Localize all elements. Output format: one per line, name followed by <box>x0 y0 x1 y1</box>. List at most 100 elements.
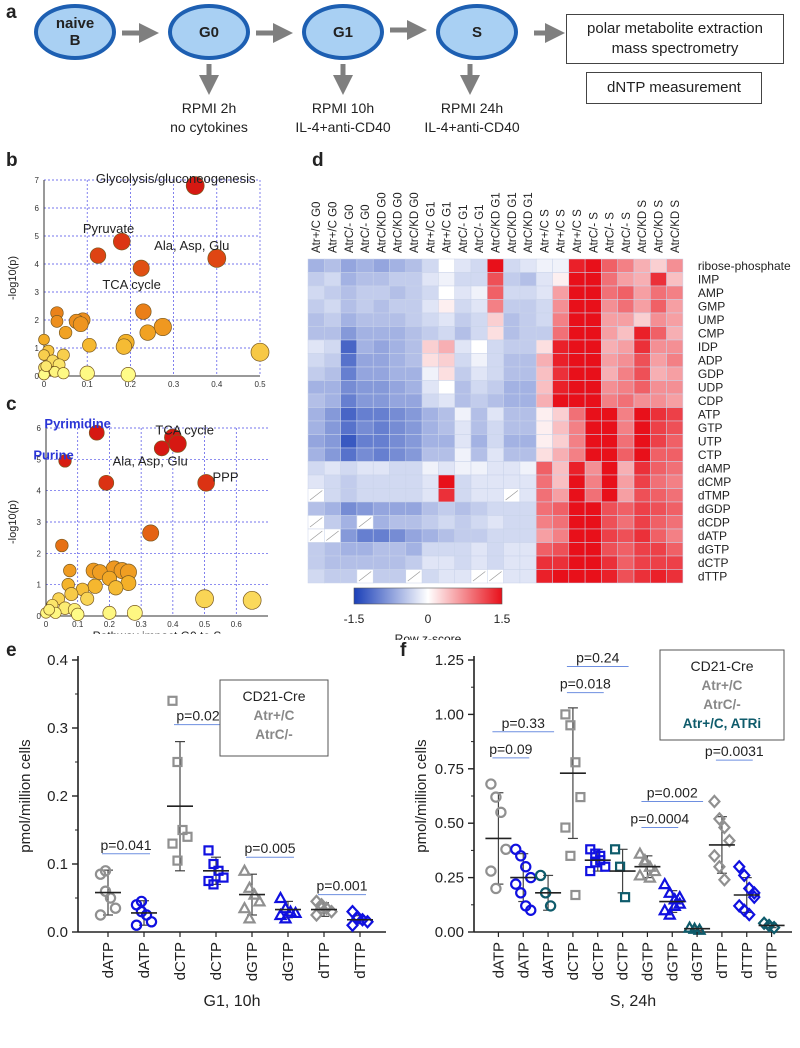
heatmap-cell <box>389 434 407 449</box>
heatmap-column-label: AtrC/KD S <box>670 200 682 253</box>
x-axis-title: Pathway impact G0 to S <box>93 629 222 634</box>
heatmap-cell <box>405 353 423 368</box>
heatmap-cell <box>633 447 651 462</box>
heatmap-cell <box>519 393 537 408</box>
heatmap-cell <box>568 461 586 476</box>
heatmap-cell <box>617 447 635 462</box>
heatmap-cell <box>438 420 455 435</box>
heatmap-cell <box>666 461 684 476</box>
heatmap-cell <box>568 366 586 381</box>
heatmap-cell <box>650 312 667 327</box>
heatmap-cell <box>568 312 586 327</box>
heatmap-cell <box>568 353 586 368</box>
x-tick-label: dCTP <box>208 942 225 980</box>
data-point <box>273 890 288 904</box>
data-point <box>515 887 527 899</box>
panel-letter-b: b <box>6 150 18 171</box>
pathway-point <box>79 365 95 381</box>
data-point <box>570 889 581 901</box>
x-tick-label: dTTP <box>714 942 731 979</box>
heatmap-cell <box>633 434 651 449</box>
heatmap-cell <box>601 285 618 300</box>
heatmap-cell <box>666 474 684 489</box>
heatmap-cell <box>421 258 439 273</box>
heatmap-cell <box>535 285 553 300</box>
data-point <box>648 863 662 877</box>
colorbar-title: Row z-score <box>395 632 462 640</box>
workflow-arrows <box>122 20 565 95</box>
pathway-point <box>43 603 55 616</box>
heatmap-cell <box>535 272 553 287</box>
heatmap-row-label: dTMP <box>698 489 730 503</box>
heatmap-cell <box>552 407 570 422</box>
heatmap-cell <box>372 272 390 287</box>
heatmap-cell <box>503 407 521 422</box>
heatmap-cell <box>601 434 618 449</box>
heatmap-row-label: UTP <box>698 435 722 449</box>
heatmap-cell <box>405 515 423 530</box>
heatmap-cell <box>421 380 439 395</box>
colorbar <box>353 587 503 605</box>
heatmap-cell <box>307 569 325 584</box>
heatmap-cell <box>356 528 374 543</box>
heatmap-cell <box>487 258 504 273</box>
heatmap-cell <box>307 501 325 516</box>
data-point <box>657 902 672 916</box>
heatmap-cell <box>503 380 521 395</box>
data-point <box>633 868 647 881</box>
heatmap-cell <box>307 366 325 381</box>
heatmap-cell <box>552 555 570 570</box>
y-tick-label: 0.00 <box>435 924 464 941</box>
y-tick-label: 7 <box>35 176 40 185</box>
heatmap-cell <box>405 434 423 449</box>
data-point <box>575 791 586 803</box>
colorbar-tick-label: -1.5 <box>344 612 365 626</box>
colorbar-tick-label: 1.5 <box>494 612 511 626</box>
heatmap-cell <box>503 555 521 570</box>
heatmap-cell <box>601 528 618 543</box>
heatmap-cell <box>519 285 537 300</box>
heatmap-cell <box>389 312 407 327</box>
heatmap-cell <box>568 393 586 408</box>
heatmap-cell <box>666 447 684 462</box>
heatmap-cell <box>356 326 374 341</box>
heatmap-cell <box>421 434 439 449</box>
heatmap-cell <box>584 461 602 476</box>
pathway-point <box>72 316 89 333</box>
heatmap-cell <box>405 312 423 327</box>
data-point <box>633 846 647 859</box>
heatmap-cell <box>454 339 472 354</box>
heatmap-cell <box>666 393 684 408</box>
legend-box <box>659 649 785 741</box>
legend-item: Atr+/C <box>254 708 295 723</box>
heatmap-cell <box>470 501 488 516</box>
heatmap-cell <box>552 528 570 543</box>
colorbar-tick-label: 0 <box>425 612 432 626</box>
g1-label: G1 <box>332 23 353 41</box>
heatmap-cell <box>568 569 586 584</box>
heatmap-cell <box>487 380 504 395</box>
data-point <box>657 876 672 890</box>
heatmap-cell <box>584 312 602 327</box>
heatmap-cell <box>340 569 358 584</box>
heatmap-cell <box>503 393 521 408</box>
heatmap-cell <box>438 299 455 314</box>
metabolite-heatmap: Atr+/C G0 Atr+/C G0 AtrC/- G0 AtrC/- G0 AtrC… <box>307 192 791 640</box>
condition-s: RPMI 24h IL-4+anti-CD40 <box>402 99 542 137</box>
heatmap-cell <box>356 420 374 435</box>
heatmap-cell <box>503 299 521 314</box>
heatmap-cell <box>340 555 358 570</box>
naive-b-node: naive B <box>34 4 116 60</box>
heatmap-cell <box>568 515 586 530</box>
x-tick-label: 0.2 <box>125 380 137 389</box>
heatmap-cell <box>389 447 407 462</box>
heatmap-cell <box>487 461 504 476</box>
heatmap-cell <box>584 515 602 530</box>
heatmap-cell <box>340 461 358 476</box>
pathway-scatter-s: 0 0.1 0.2 0.3 0.4 0.5 0.6 0 1 2 3 4 5 6 Pyrimidine Puri… <box>7 416 268 634</box>
heatmap-cell <box>650 434 667 449</box>
heatmap-cell <box>372 366 390 381</box>
pathway-point <box>40 360 52 372</box>
p-value-label: p=0.33 <box>502 715 545 731</box>
heatmap-cell <box>519 326 537 341</box>
